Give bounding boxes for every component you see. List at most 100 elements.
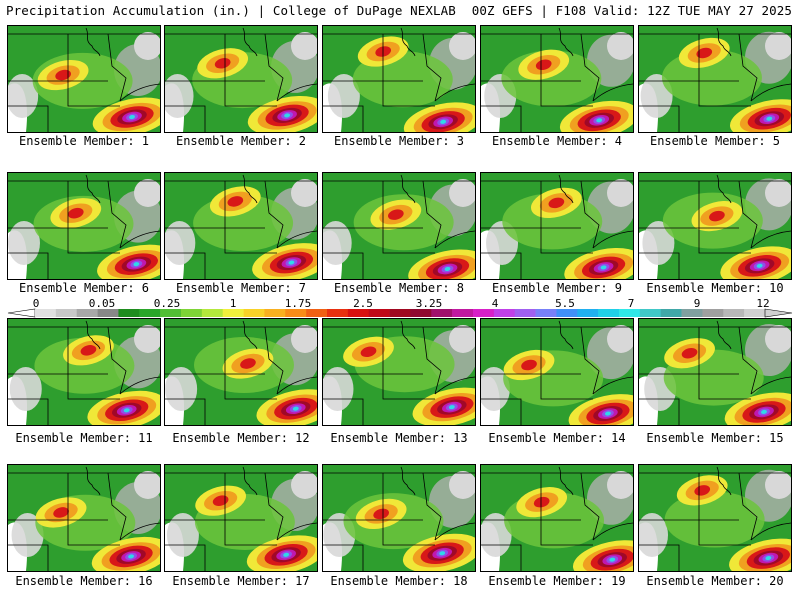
precip-maximum: [548, 197, 565, 209]
colorbar-swatch: [577, 309, 599, 317]
state-borders: [323, 320, 475, 425]
precip-maximum: [288, 260, 295, 265]
dry-area: [134, 179, 160, 207]
precip-maximum: [283, 552, 290, 557]
dry-area: [607, 179, 633, 207]
colorbar-swatch: [243, 309, 265, 317]
precip-map: [481, 26, 633, 132]
colorbar-swatch: [493, 309, 516, 317]
colorbar-swatch: [660, 309, 682, 317]
state-borders: [481, 174, 633, 279]
colorbar-swatch: [55, 309, 78, 317]
state-borders: [165, 466, 317, 571]
ensemble-member-label: Ensemble Member: 13: [330, 431, 468, 445]
precip-contour: [664, 491, 765, 548]
dry-area: [765, 179, 791, 207]
colorbar-swatch: [535, 309, 557, 317]
dry-area: [291, 325, 317, 353]
colorbar-tick-label: 2.5: [353, 297, 373, 310]
ensemble-map-panel: [164, 172, 318, 280]
precip-maximum: [53, 507, 69, 518]
state-borders: [8, 27, 160, 132]
dry-area: [765, 32, 791, 60]
precip-maximum: [80, 345, 97, 356]
dry-area: [8, 221, 40, 265]
precip-map: [481, 319, 633, 425]
colorbar-swatch: [76, 309, 98, 317]
dry-area: [481, 367, 510, 411]
dry-area: [323, 367, 354, 411]
ensemble-map-panel: [638, 464, 792, 572]
colorbar-tick-label: 1.75: [284, 297, 312, 310]
dry-area: [639, 513, 668, 557]
ensemble-map-panel: [322, 318, 476, 426]
dry-area: [327, 74, 360, 118]
ensemble-member-label: Ensemble Member: 19: [488, 574, 626, 588]
colorbar-swatch: [556, 309, 578, 317]
ensemble-map-panel: [480, 464, 634, 572]
state-borders: [639, 320, 791, 425]
precip-maximum: [756, 263, 763, 268]
precip-map: [8, 173, 160, 279]
precip-maximum: [373, 508, 389, 520]
precip-maximum: [123, 408, 130, 413]
state-borders: [323, 174, 475, 279]
dry-area: [449, 471, 475, 499]
dry-area: [165, 221, 196, 265]
colorbar-tick-label: 9: [693, 297, 701, 310]
ensemble-member-label: Ensemble Member: 10: [646, 281, 784, 295]
state-borders: [639, 27, 791, 132]
ensemble-member-label: Ensemble Member: 3: [333, 134, 465, 148]
colorbar-tick-label: 0: [32, 297, 40, 310]
precip-map: [639, 465, 791, 571]
state-borders: [165, 174, 317, 279]
colorbar-swatch: [639, 309, 662, 317]
precip-map: [8, 465, 160, 571]
precip-colorbar: [7, 308, 793, 318]
dry-area: [165, 367, 198, 411]
ensemble-member-label: Ensemble Member: 1: [18, 134, 150, 148]
ensemble-member-label: Ensemble Member: 15: [646, 431, 784, 445]
colorbar-left-arrow: [7, 308, 36, 318]
precip-map: [639, 173, 791, 279]
dry-area: [291, 471, 317, 499]
precip-maximum: [696, 47, 713, 59]
precip-maximum: [694, 485, 711, 496]
precip-maximum: [439, 551, 446, 556]
dry-area: [8, 74, 39, 118]
ensemble-map-panel: [7, 172, 161, 280]
dry-area: [449, 32, 475, 60]
state-borders: [481, 320, 633, 425]
precip-map: [8, 319, 160, 425]
precip-maximum: [709, 210, 725, 222]
dry-area: [134, 32, 160, 60]
colorbar-swatch: [598, 309, 620, 317]
precip-map: [481, 173, 633, 279]
dry-area: [323, 221, 352, 265]
dry-area: [166, 513, 199, 557]
state-borders: [165, 320, 317, 425]
precip-map: [481, 465, 633, 571]
precip-maximum: [292, 406, 299, 411]
colorbar-swatch: [619, 309, 641, 317]
colorbar-swatch: [514, 309, 536, 317]
precip-maximum: [533, 496, 550, 508]
run-valid-time: 00Z GEFS | F108 Valid: 12Z TUE MAY 27 20…: [471, 3, 792, 18]
colorbar-swatch: [285, 309, 307, 317]
ensemble-member-label: Ensemble Member: 16: [15, 574, 153, 588]
ensemble-map-panel: [7, 464, 161, 572]
precip-maximum: [521, 359, 537, 371]
ensemble-map-panel: [7, 25, 161, 133]
colorbar-swatch: [264, 309, 286, 317]
dry-area: [291, 179, 317, 207]
ensemble-map-panel: [480, 172, 634, 280]
precip-maximum: [128, 554, 135, 559]
dry-area: [642, 221, 675, 265]
ensemble-member-label: Ensemble Member: 9: [491, 281, 623, 295]
colorbar-swatch: [723, 309, 745, 317]
ensemble-member-label: Ensemble Member: 2: [175, 134, 307, 148]
ensemble-member-label: Ensemble Member: 4: [491, 134, 623, 148]
precip-maximum: [448, 405, 455, 410]
state-borders: [481, 27, 633, 132]
precip-map: [165, 173, 317, 279]
